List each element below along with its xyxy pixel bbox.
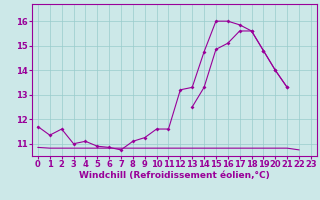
X-axis label: Windchill (Refroidissement éolien,°C): Windchill (Refroidissement éolien,°C)	[79, 171, 270, 180]
